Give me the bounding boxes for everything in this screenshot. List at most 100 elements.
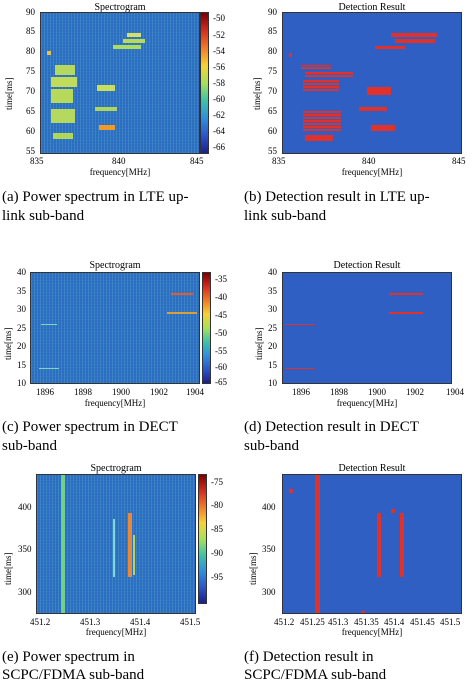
detection-band xyxy=(395,39,435,43)
y-tick: 70 xyxy=(26,86,35,96)
x-tick: 1898 xyxy=(330,387,348,397)
caption-d-line2: sub-band xyxy=(244,438,299,454)
y-tick: 15 xyxy=(17,360,26,370)
x-tick: 451.5 xyxy=(440,617,461,627)
y-tick: 20 xyxy=(17,341,26,351)
panel-d-title: Detection Result xyxy=(333,260,401,271)
colorbar-tick: -54 xyxy=(213,46,225,56)
x-axis-label: frequency[MHz] xyxy=(89,167,151,177)
y-tick: 85 xyxy=(26,26,35,36)
detection-band xyxy=(305,135,333,141)
panel-c-title: Spectrogram xyxy=(89,260,141,271)
panel-f-detection xyxy=(282,474,462,614)
colorbar-tick: -50 xyxy=(215,328,227,338)
x-tick: 1898 xyxy=(74,387,92,397)
signal-stripe xyxy=(61,475,65,613)
colorbar-tick: -35 xyxy=(215,274,227,284)
detection-line xyxy=(389,293,423,295)
caption-b-line2: link sub-band xyxy=(244,208,327,224)
colorbar-tick: -40 xyxy=(215,292,227,302)
colorbar-tick: -85 xyxy=(211,524,223,534)
x-axis-label: frequency[MHz] xyxy=(85,627,147,637)
x-tick: 451.4 xyxy=(384,617,405,627)
caption-e-line1: (e) Power spectrum in xyxy=(2,649,135,665)
x-tick: 451.3 xyxy=(80,617,101,627)
detection-band xyxy=(303,79,339,91)
colorbar-tick: -62 xyxy=(213,110,225,120)
detection-line xyxy=(285,368,315,369)
detection-stripe xyxy=(377,513,381,577)
y-tick: 75 xyxy=(268,66,277,76)
y-tick: 55 xyxy=(268,146,277,156)
caption-a-line1: (a) Power spectrum in LTE up- xyxy=(2,189,189,205)
x-tick: 835 xyxy=(272,156,286,166)
caption-f-line2: SCPC/FDMA sub-band xyxy=(244,667,387,683)
detection-band xyxy=(301,65,331,69)
x-tick: 845 xyxy=(452,156,466,166)
panel-e-title: Spectrogram xyxy=(90,463,142,474)
y-axis-label: time[ms] xyxy=(3,552,13,586)
y-tick: 35 xyxy=(17,286,26,296)
y-tick: 55 xyxy=(26,146,35,156)
x-tick: 451.5 xyxy=(180,617,201,627)
caption-c-line2: sub-band xyxy=(2,438,57,454)
colorbar-tick: -80 xyxy=(211,500,223,510)
y-tick: 40 xyxy=(268,267,277,277)
colorbar-tick: -66 xyxy=(213,142,225,152)
panel-c-spectrogram xyxy=(30,272,200,384)
y-tick: 350 xyxy=(18,544,32,554)
x-tick: 451.3 xyxy=(328,617,349,627)
y-axis-label: time[ms] xyxy=(4,77,14,111)
colorbar-tick: -60 xyxy=(215,362,227,372)
detection-line xyxy=(389,312,423,314)
y-axis-label: time[ms] xyxy=(248,552,258,586)
y-tick: 25 xyxy=(268,323,277,333)
detection-band xyxy=(303,111,341,131)
detection-band xyxy=(359,107,387,111)
y-tick: 85 xyxy=(268,26,277,36)
y-tick: 80 xyxy=(26,46,35,56)
y-tick: 80 xyxy=(268,46,277,56)
y-tick: 60 xyxy=(268,126,277,136)
y-tick: 300 xyxy=(18,587,32,597)
caption-a-line2: link sub-band xyxy=(2,208,85,224)
x-axis-label: frequency[MHz] xyxy=(336,398,398,408)
detection-band xyxy=(391,33,437,37)
signal-line xyxy=(167,312,197,314)
y-tick: 30 xyxy=(268,304,277,314)
x-tick: 451.25 xyxy=(300,617,325,627)
y-axis-label: time[ms] xyxy=(252,77,262,111)
x-axis-label: frequency[MHz] xyxy=(84,398,146,408)
signal-band xyxy=(55,65,75,75)
x-tick: 451.4 xyxy=(130,617,151,627)
signal-band xyxy=(99,125,115,130)
colorbar-tick: -50 xyxy=(213,13,225,23)
detection-band xyxy=(367,87,391,95)
y-tick: 10 xyxy=(268,378,277,388)
y-tick: 300 xyxy=(262,587,276,597)
panel-b-title: Detection Result xyxy=(338,2,406,13)
caption-c-line1: (c) Power spectrum in DECT xyxy=(2,419,178,435)
detection-dot xyxy=(391,509,395,513)
panel-f-title: Detection Result xyxy=(338,463,406,474)
y-tick: 30 xyxy=(17,304,26,314)
x-axis-label: frequency[MHz] xyxy=(341,627,403,637)
y-tick: 65 xyxy=(26,106,35,116)
x-tick: 451.2 xyxy=(274,617,295,627)
colorbar-tick: -95 xyxy=(211,572,223,582)
y-tick: 35 xyxy=(268,286,277,296)
y-tick: 60 xyxy=(26,126,35,136)
caption-f-line1: (f) Detection result in xyxy=(244,649,374,665)
detection-band xyxy=(371,125,395,131)
signal-band xyxy=(95,107,117,111)
detection-band xyxy=(375,46,405,49)
y-tick: 20 xyxy=(268,341,277,351)
x-tick: 451.35 xyxy=(354,617,379,627)
colorbar xyxy=(202,272,211,384)
caption-d-line1: (d) Detection result in DECT xyxy=(244,419,419,435)
panel-e-spectrogram xyxy=(36,474,196,614)
detection-band xyxy=(305,71,353,77)
x-tick: 840 xyxy=(362,156,376,166)
signal-line xyxy=(39,368,59,369)
signal-stripe xyxy=(128,513,132,577)
